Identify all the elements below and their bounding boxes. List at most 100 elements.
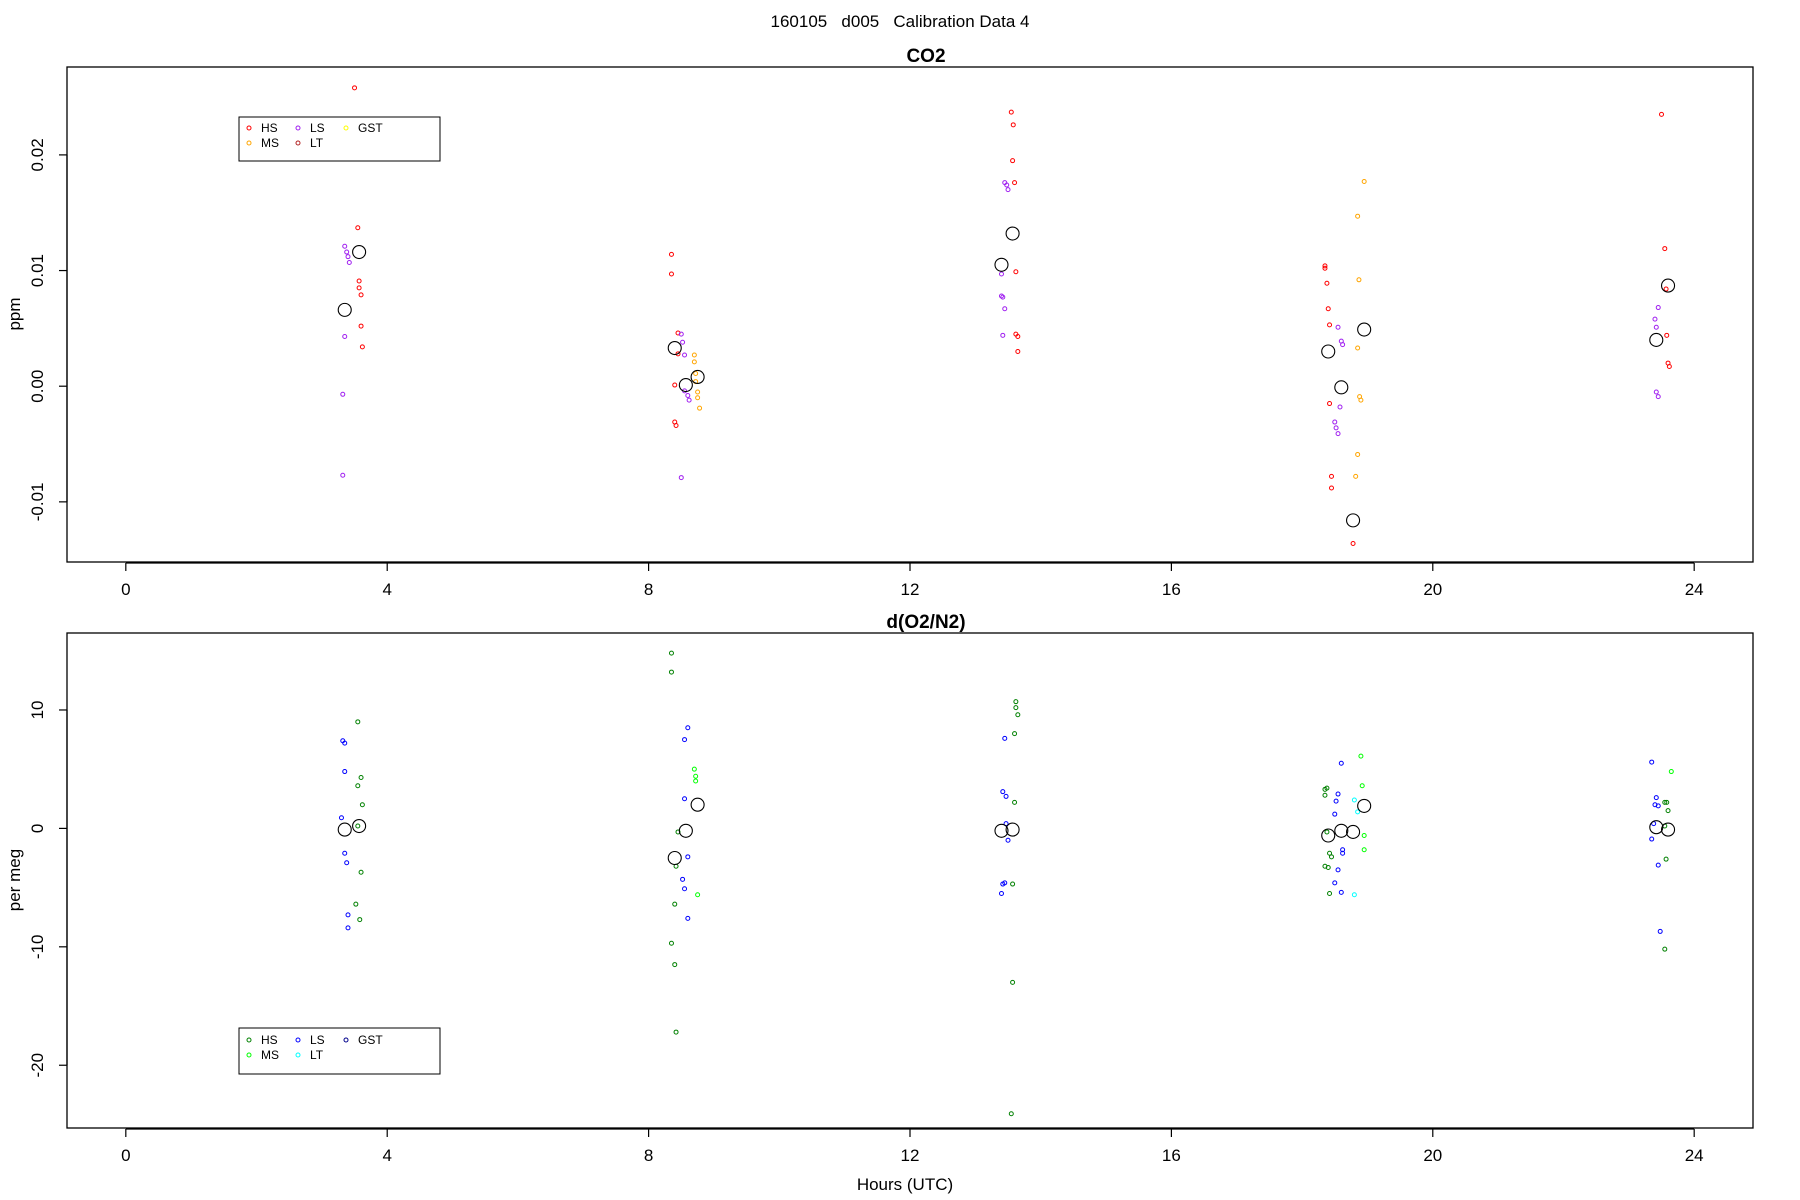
co2-y-tick-label: 0.00 (28, 370, 47, 403)
o2n2-x-tick-label: 20 (1423, 1146, 1442, 1165)
co2-point-hs (356, 285, 362, 291)
co2-point-hs (673, 423, 679, 429)
o2n2-panel-title: d(O2/N2) (886, 612, 965, 633)
co2-point-hs (359, 344, 365, 350)
co2-point-mean (1357, 322, 1372, 337)
o2n2-point-ms (1361, 833, 1367, 838)
o2n2-point-ls (1338, 760, 1344, 766)
co2-legend-marker-lt (295, 140, 301, 146)
o2n2-point-ls (345, 912, 351, 918)
co2-point-ls (1000, 332, 1006, 338)
o2n2-point-hs (1324, 829, 1330, 835)
o2n2-point-hs (1010, 979, 1016, 985)
co2-point-hs (1013, 269, 1019, 275)
o2n2-x-tick-label: 8 (644, 1146, 653, 1165)
o2n2-legend-label-hs: HS (261, 1033, 278, 1047)
o2n2-point-hs (1325, 864, 1331, 870)
co2-x-tick-label: 8 (644, 580, 653, 599)
co2-point-mean (1334, 380, 1349, 395)
co2-legend-label-lt: LT (310, 136, 324, 150)
o2n2-legend-marker-gst (343, 1037, 349, 1043)
co2-y-tick-label: 0.01 (28, 254, 47, 287)
o2n2-x-tick-label: 16 (1162, 1146, 1181, 1165)
co2-point-hs (1322, 265, 1328, 271)
o2n2-x-tick-label: 4 (382, 1146, 391, 1165)
co2-panel-title: CO2 (906, 46, 945, 67)
co2-point-ls (1335, 431, 1341, 437)
co2-point-hs (1010, 158, 1016, 164)
o2n2-point-lt (1355, 809, 1361, 815)
o2n2-point-hs (1013, 705, 1019, 711)
o2n2-point-hs (1015, 712, 1021, 718)
o2n2-legend-label-gst: GST (358, 1033, 383, 1047)
co2-point-ms (1353, 473, 1359, 479)
o2n2-point-ls (1005, 837, 1011, 843)
o2n2-point-ls (1338, 889, 1344, 895)
o2n2-panel: d(O2/N2) per meg 0 4 8 12 16 20 24 -20 -10 0 10 H… (5, 612, 1754, 1194)
co2-x-tick-label: 24 (1685, 580, 1704, 599)
o2n2-point-ls (682, 737, 688, 743)
o2n2-point-lt (1351, 892, 1357, 898)
o2n2-point-hs (672, 962, 678, 968)
co2-legend-marker-ms (246, 140, 252, 146)
o2n2-point-hs (357, 917, 363, 923)
o2n2-point-hs (1012, 799, 1018, 805)
co2-point-mean (690, 369, 705, 385)
o2n2-point-ls (1335, 867, 1341, 873)
co2-point-hs (358, 323, 364, 329)
co2-point-ls (346, 259, 352, 265)
co2-point-ls (1002, 306, 1008, 312)
o2n2-point-mean (994, 823, 1009, 838)
co2-point-ms (1361, 178, 1367, 184)
o2n2-point-hs (355, 783, 361, 789)
o2n2-point-ls (338, 815, 344, 821)
o2n2-x-tick-label: 12 (901, 1146, 920, 1165)
o2n2-point-ms (1359, 783, 1365, 789)
x-axis-label: Hours (UTC) (857, 1175, 953, 1194)
co2-point-hs (355, 225, 361, 231)
co2-point-ms (693, 370, 699, 376)
o2n2-point-mean (678, 823, 693, 838)
o2n2-point-ls (342, 740, 348, 746)
o2n2-y-axis: -20 -10 0 10 (28, 701, 68, 1078)
co2-point-mean (1649, 332, 1664, 347)
co2-point-ms (695, 395, 701, 401)
co2-point-ms (1356, 277, 1362, 283)
co2-point-mean (994, 257, 1009, 272)
o2n2-point-ls (1333, 798, 1339, 804)
o2n2-point-hs (668, 940, 674, 946)
o2n2-point-mean (352, 818, 367, 834)
co2-y-tick-label: -0.01 (28, 482, 47, 521)
co2-point-ls (998, 271, 1004, 277)
o2n2-point-ls (685, 915, 691, 921)
o2n2-point-hs (355, 719, 361, 725)
o2n2-point-ls (685, 854, 691, 860)
co2-point-hs (352, 85, 358, 91)
co2-point-hs (1327, 322, 1333, 328)
co2-point-hs (675, 351, 681, 357)
co2-point-hs (1664, 332, 1670, 338)
o2n2-point-hs (668, 669, 674, 675)
o2n2-legend-label-ms: MS (261, 1048, 279, 1062)
co2-legend-label-hs: HS (261, 121, 278, 135)
o2n2-point-hs (358, 869, 364, 875)
o2n2-point-ls (1335, 791, 1341, 797)
co2-point-ls (1652, 316, 1658, 322)
co2-point-ms (1355, 213, 1361, 219)
co2-legend-label-ms: MS (261, 136, 279, 150)
o2n2-point-ms (695, 892, 701, 898)
o2n2-x-tick-label: 24 (1685, 1146, 1704, 1165)
o2n2-point-hs (1012, 731, 1018, 737)
co2-point-ls (686, 397, 692, 403)
co2-point-hs (1663, 286, 1669, 292)
o2n2-legend-marker-ls (295, 1037, 301, 1043)
co2-point-ls (1335, 324, 1341, 330)
o2n2-point-ls (680, 876, 686, 882)
o2n2-point-ls (1332, 880, 1338, 886)
o2n2-point-ls (998, 891, 1004, 897)
co2-point-ms (1355, 451, 1361, 457)
o2n2-point-ls (344, 860, 350, 866)
co2-point-hs (1324, 280, 1330, 286)
